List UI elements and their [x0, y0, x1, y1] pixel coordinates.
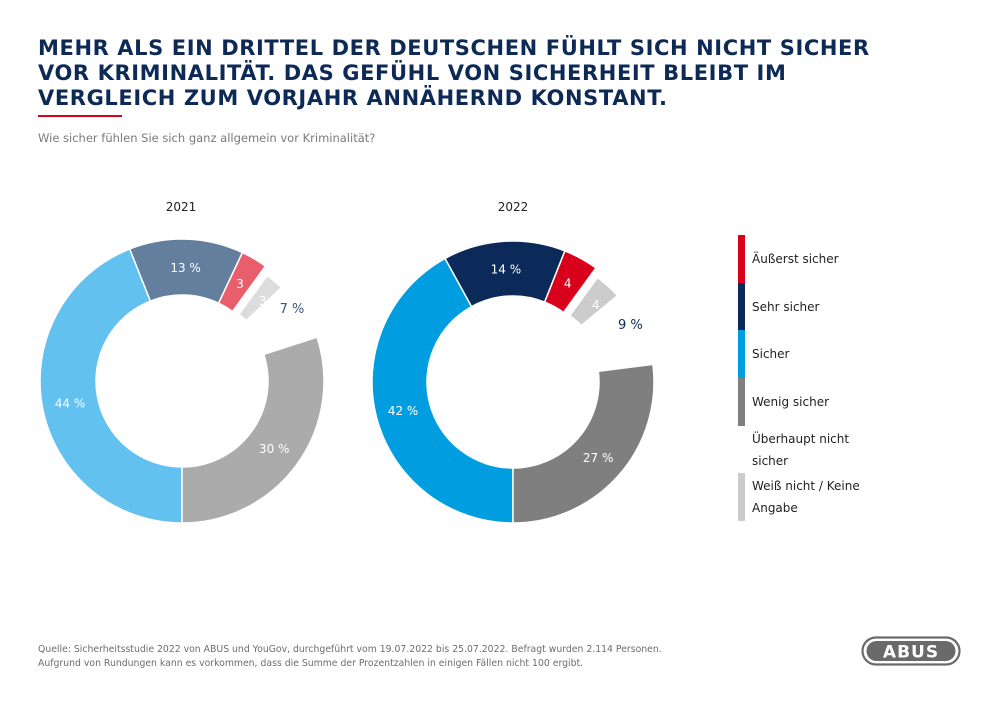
slice-label: 27 %	[583, 451, 614, 465]
slice-label: 3	[259, 294, 267, 308]
slice-label: 13 %	[170, 261, 201, 275]
legend-label: Sehr sicher	[752, 299, 820, 314]
slice-label: 42 %	[388, 404, 419, 418]
donut-slice	[217, 251, 267, 313]
slice-label: 9 %	[618, 318, 643, 333]
legend-item-weiss-nicht: Weiß nicht / Keine Angabe	[738, 473, 938, 522]
donut-slice	[181, 336, 325, 524]
legend-label: Wenig sicher	[752, 394, 830, 409]
legend-swatch	[738, 473, 745, 522]
donut-2022: 42 % 14 % 4 4 9 % 27 %	[371, 240, 655, 524]
legend-item-aeusserst-sicher: Äußerst sicher	[738, 235, 938, 283]
abus-logo: ABUS	[861, 636, 961, 666]
legend-label: Überhaupt nicht sicher	[752, 431, 850, 468]
legend-swatch	[738, 425, 745, 474]
legend-item-sehr-sicher: Sehr sicher	[738, 282, 938, 331]
donut-2021: 44 % 13 % 3 3 7 % 30 %	[39, 238, 325, 524]
legend-swatch	[738, 282, 745, 331]
legend-item-sicher: Sicher	[738, 330, 938, 379]
year-label-2022: 2022	[497, 200, 529, 214]
legend-label: Sicher	[752, 347, 790, 362]
year-label-2021: 2021	[165, 200, 197, 214]
legend-swatch	[738, 330, 745, 379]
slice-label: 3	[236, 277, 244, 291]
logo-text: ABUS	[883, 643, 939, 663]
donut-slice	[543, 249, 597, 314]
footer: Quelle: Sicherheitsstudie 2022 von ABUS …	[38, 643, 662, 670]
legend-label: Weiß nicht / Keine Angabe	[752, 479, 860, 516]
donut-slice	[39, 247, 183, 524]
page-title: MEHR ALS EIN DRITTEL DER DEUTSCHEN FÜHLT…	[38, 36, 870, 110]
donut-slice	[371, 257, 514, 524]
legend: Äußerst sicher Sehr sicher Sicher Wenig …	[738, 235, 938, 522]
legend-item-ueberhaupt-nicht-sicher: Überhaupt nicht sicher	[738, 425, 938, 474]
title-accent-rule	[38, 115, 122, 117]
source-note: Quelle: Sicherheitsstudie 2022 von ABUS …	[38, 644, 662, 655]
legend-swatch	[738, 235, 745, 283]
legend-item-wenig-sicher: Wenig sicher	[738, 378, 938, 426]
slice-label: 4	[592, 298, 600, 312]
slice-label: 14 %	[491, 263, 522, 277]
legend-label: Äußerst sicher	[752, 251, 839, 266]
slice-label: 30 %	[259, 442, 290, 456]
slice-label: 44 %	[55, 396, 86, 410]
legend-swatch	[738, 378, 745, 426]
slice-label: 7 %	[280, 302, 305, 317]
rounding-note: Aufgrund von Rundungen kann es vorkommen…	[38, 657, 584, 669]
slice-label: 4	[564, 277, 572, 291]
donut-slice	[512, 363, 655, 524]
chart-question: Wie sicher fühlen Sie sich ganz allgemei…	[38, 131, 376, 145]
